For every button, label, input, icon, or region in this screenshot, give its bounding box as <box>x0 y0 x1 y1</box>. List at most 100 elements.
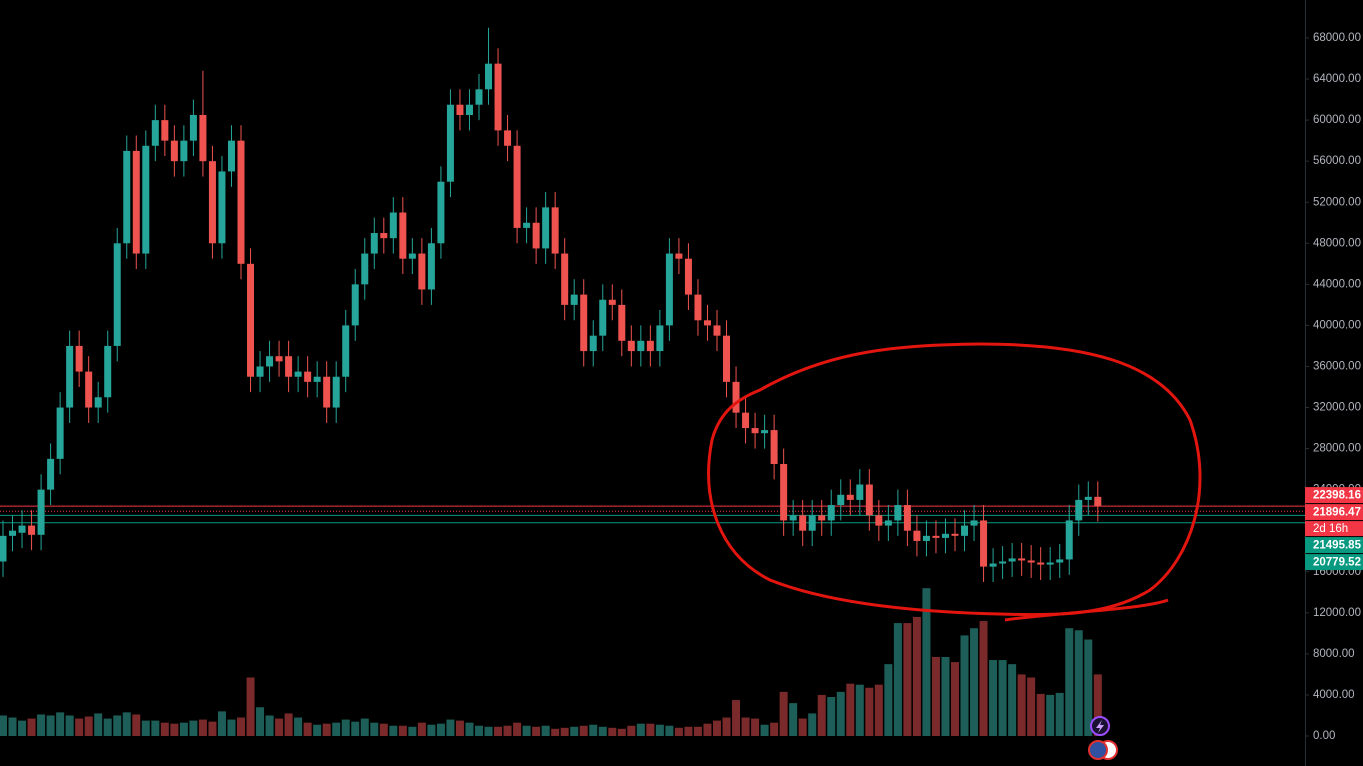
candle-body <box>903 505 911 531</box>
volume-bar <box>789 703 798 736</box>
volume-bar <box>417 722 426 736</box>
candle-body <box>875 515 883 526</box>
candle-body <box>675 253 683 259</box>
volume-bar <box>427 724 436 736</box>
volume-bar <box>703 723 712 736</box>
candle-body <box>85 371 93 408</box>
candle-body <box>599 299 607 336</box>
volume-bar <box>227 719 236 736</box>
volume-bar <box>722 717 731 736</box>
candle-body <box>1065 520 1073 560</box>
candle-body <box>532 222 540 249</box>
volume-bar <box>570 726 579 736</box>
volume-bar <box>598 726 607 736</box>
volume-bar <box>446 719 455 736</box>
volume-bar <box>770 722 779 736</box>
y-tick-label: 44000.00 <box>1313 278 1361 290</box>
candle-body <box>247 263 255 377</box>
candle-body <box>589 335 597 352</box>
candle-body <box>18 525 26 533</box>
volume-bar <box>46 715 55 736</box>
candle-body <box>313 376 321 382</box>
volume-bar <box>132 714 141 736</box>
volume-bar <box>551 728 560 736</box>
candle-body <box>1008 558 1016 562</box>
volume-bar <box>979 621 988 736</box>
candle-body <box>761 430 769 434</box>
volume-bar <box>836 691 845 736</box>
price-badge <box>1305 554 1363 571</box>
price-badge-label: 22398.16 <box>1313 490 1361 502</box>
candle-body <box>570 294 578 305</box>
candle-body <box>142 145 150 254</box>
candle-body <box>770 430 778 464</box>
volume-bar <box>246 677 255 736</box>
candle-body <box>1046 562 1054 565</box>
volume-bar <box>332 722 341 736</box>
volume-bar <box>970 628 979 736</box>
candle-body <box>351 284 359 326</box>
volume-bar <box>27 718 36 736</box>
price-lines <box>0 505 1305 524</box>
candle-body <box>389 212 397 239</box>
volume-bar <box>741 717 750 736</box>
candle-body <box>208 161 216 244</box>
candle-body <box>66 345 74 408</box>
candle-body <box>703 320 711 326</box>
price-badge <box>1305 537 1363 554</box>
candle-body <box>751 428 759 434</box>
annotation-ellipse <box>707 342 1202 617</box>
candle-body <box>684 258 692 295</box>
y-tick-label: 72000.00 <box>1313 0 1361 3</box>
volume-bar <box>503 725 512 736</box>
volume-bar <box>855 684 864 736</box>
flag-icon[interactable] <box>1088 740 1108 760</box>
candle-body <box>637 340 645 352</box>
volume-bar <box>865 687 874 736</box>
volume-bar <box>674 727 683 736</box>
candle-body <box>865 484 873 516</box>
volume-bar <box>208 721 217 736</box>
candle-body <box>884 520 892 526</box>
candle-body <box>294 371 302 377</box>
candle-body <box>1027 560 1035 563</box>
y-tick-label: 48000.00 <box>1313 237 1361 249</box>
candle-body <box>856 484 864 500</box>
candle-body <box>941 533 949 538</box>
y-tick-label: 12000.00 <box>1313 607 1361 619</box>
volume-bar <box>379 723 388 736</box>
volume-bar <box>693 726 702 736</box>
volume-bar <box>151 720 160 736</box>
price-badges: 22398.16 21896.47 2d 16h 21495.85 20779.52 <box>1305 487 1363 571</box>
candle-body <box>542 207 550 249</box>
volume-bar <box>122 712 131 736</box>
candle-body <box>180 140 188 162</box>
price-badge <box>1305 504 1363 521</box>
volume-bar <box>322 723 331 736</box>
candle-body <box>28 525 36 535</box>
volume-bar <box>998 660 1007 736</box>
price-badge-label: 21495.85 <box>1313 540 1362 552</box>
candle-body <box>256 366 264 377</box>
volume-bar <box>494 726 503 736</box>
candle-body <box>437 181 445 244</box>
candle-body <box>227 140 235 172</box>
candle-body <box>608 299 616 305</box>
volume-bar <box>874 684 883 736</box>
candle-body <box>494 63 502 131</box>
candle-body <box>961 525 969 536</box>
volume-bar <box>732 700 741 736</box>
volume-bar <box>455 720 464 736</box>
volume-bar <box>351 721 360 736</box>
volume-layer <box>0 588 1102 736</box>
candle-body <box>713 325 721 336</box>
volume-bar <box>989 660 998 736</box>
candle-body <box>780 463 788 521</box>
y-tick-label: 8000.00 <box>1313 648 1355 660</box>
volume-bar <box>75 718 84 736</box>
volume-bar <box>18 720 27 736</box>
candle-body <box>799 515 807 531</box>
candle-body <box>189 114 197 141</box>
volume-bar <box>84 716 93 736</box>
